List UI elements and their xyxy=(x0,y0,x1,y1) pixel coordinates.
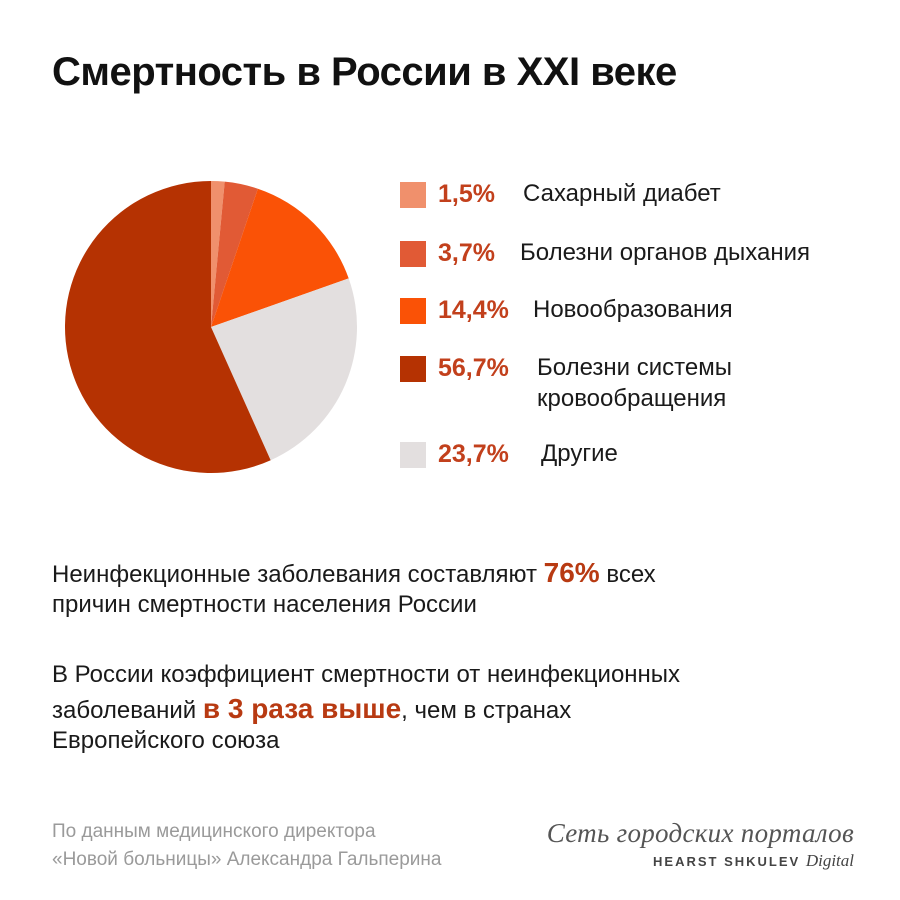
note-highlight: в 3 раза выше xyxy=(202,693,402,724)
legend-label: Другие xyxy=(541,440,618,467)
source-line: «Новой больницы» Александра Гальперина xyxy=(52,849,442,870)
logo-brand-name: HEARST SHKULEV xyxy=(653,854,801,869)
pie-slice xyxy=(211,188,349,327)
legend-label: Болезни органов дыхания xyxy=(520,239,811,266)
legend-label: кровообращения xyxy=(537,385,727,412)
publisher-logo: Сеть городских порталов HEARST SHKULEV D… xyxy=(547,818,854,871)
legend-percent: 14,4% xyxy=(438,296,509,324)
legend-swatch xyxy=(400,442,426,468)
note-text: Европейского союза xyxy=(52,727,280,754)
pie-chart xyxy=(64,180,358,473)
note-text: В России коэффициент смертности от неинф… xyxy=(52,661,681,688)
logo-tagline: Сеть городских порталов xyxy=(546,818,854,848)
note-noninfectious: Неинфекционные заболевания составляют 76… xyxy=(52,558,656,620)
legend-percent: 23,7% xyxy=(438,440,509,468)
legend-swatch xyxy=(400,298,426,324)
legend-percent: 3,7% xyxy=(438,239,495,267)
legend-percent: 56,7% xyxy=(438,354,509,382)
source-line: По данным медицинского директора xyxy=(52,821,376,842)
logo-brand: HEARST SHKULEV Digital xyxy=(547,851,854,871)
legend-swatch xyxy=(400,241,426,267)
legend-swatch xyxy=(400,182,426,208)
legend-percent: 1,5% xyxy=(438,180,495,208)
logo-brand-suffix: Digital xyxy=(805,851,854,870)
note-mortality-rate: В России коэффициент смертности от неинф… xyxy=(52,660,680,756)
note-text: Неинфекционные заболевания составляют xyxy=(52,561,544,588)
note-text: всех xyxy=(599,561,656,588)
legend-label: Новообразования xyxy=(533,296,733,323)
note-highlight: 76% xyxy=(543,557,600,588)
legend-swatch xyxy=(400,356,426,382)
pie-slice xyxy=(64,180,271,473)
note-text: , чем в странах xyxy=(401,697,572,724)
note-text: заболеваний xyxy=(52,697,203,724)
pie-slice xyxy=(211,278,358,461)
note-text: причин смертности населения России xyxy=(52,591,477,618)
pie-slice xyxy=(211,181,258,327)
source-note: По данным медицинского директора «Новой … xyxy=(52,818,441,874)
page-title: Смертность в России в XXI веке xyxy=(52,50,677,94)
legend-label: Сахарный диабет xyxy=(523,180,721,207)
legend-label: Болезни системы xyxy=(537,354,732,381)
pie-slice xyxy=(211,181,225,327)
